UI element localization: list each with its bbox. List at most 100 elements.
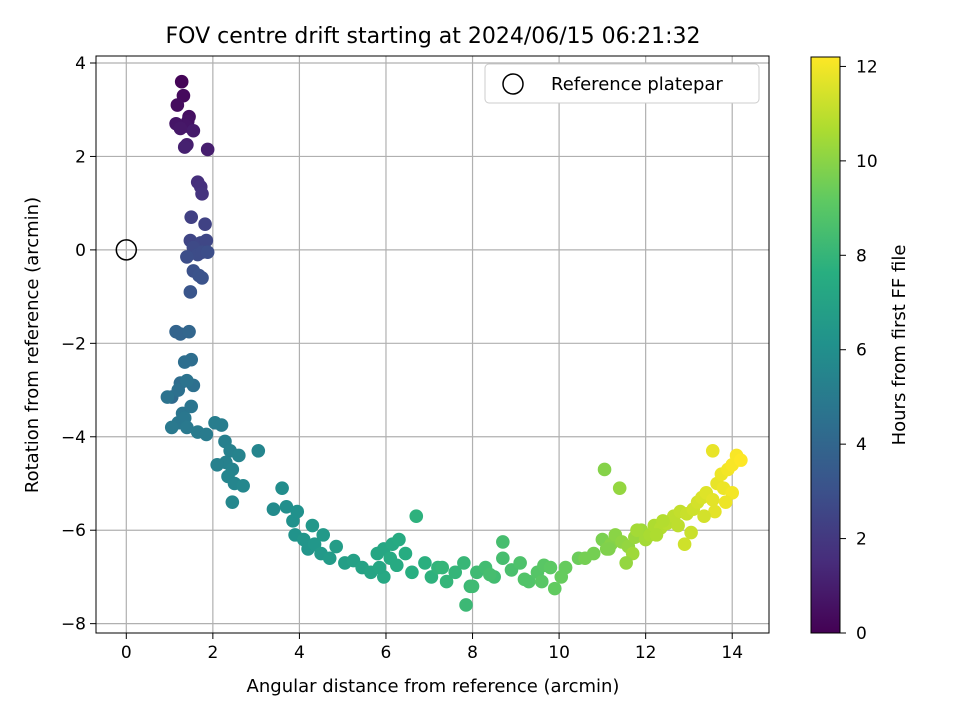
data-point	[279, 500, 294, 514]
x-tick-label: 14	[721, 643, 743, 663]
data-point	[199, 233, 214, 248]
legend-box	[484, 63, 760, 104]
colorbar-tick-label: 10	[856, 152, 878, 172]
data-point	[619, 556, 633, 570]
data-point	[200, 245, 215, 260]
colorbar-tick-label: 4	[856, 435, 867, 455]
data-point	[459, 598, 473, 612]
y-tick-label: −2	[61, 334, 86, 354]
legend: Reference platepar	[484, 63, 760, 104]
colorbar-ticks: 0 2 4 6 8 10 12	[840, 57, 878, 644]
x-tick-label: 2	[207, 643, 218, 663]
data-point	[496, 535, 510, 549]
data-point	[409, 509, 424, 523]
data-point	[184, 399, 199, 414]
data-point	[372, 560, 387, 575]
x-tick-label: 8	[467, 643, 478, 663]
data-point	[612, 481, 627, 495]
data-point	[496, 551, 510, 566]
y-tick-label: −4	[61, 428, 86, 448]
data-point	[210, 458, 224, 472]
data-point	[543, 560, 558, 575]
data-point	[180, 420, 194, 435]
data-point	[198, 217, 212, 231]
data-point	[183, 285, 198, 299]
data-point	[195, 187, 209, 201]
data-point	[164, 420, 179, 435]
data-point	[705, 443, 720, 458]
data-point	[465, 579, 480, 594]
grid-lines	[96, 56, 769, 633]
data-point	[275, 481, 289, 495]
colorbar	[810, 56, 841, 634]
data-point	[195, 271, 209, 285]
reference-platepar-marker	[115, 239, 138, 261]
y-tick-label: 4	[75, 54, 86, 74]
data-point	[177, 355, 192, 369]
y-axis-ticks: −8 −6 −4 −2 0 2 4	[61, 54, 96, 635]
y-tick-label: −6	[61, 521, 86, 541]
data-point	[180, 373, 194, 388]
data-point	[236, 479, 250, 493]
data-point	[177, 140, 192, 154]
data-point	[547, 581, 562, 596]
x-tick-label: 0	[121, 643, 132, 663]
chart-title: FOV centre drift starting at 2024/06/15 …	[166, 24, 701, 49]
data-point	[322, 551, 337, 566]
legend-marker-icon	[502, 73, 524, 95]
data-point	[697, 509, 711, 523]
data-point	[398, 546, 413, 561]
data-points	[160, 74, 748, 612]
data-point	[705, 493, 720, 507]
legend-entry-reference-platepar: Reference platepar	[551, 74, 723, 95]
y-axis-label: Rotation from reference (arcmin)	[22, 197, 43, 493]
data-point	[389, 558, 404, 573]
data-point	[677, 537, 692, 552]
data-point	[554, 570, 569, 584]
data-point	[656, 514, 670, 528]
data-point	[214, 418, 229, 432]
colorbar-label: Hours from first FF file	[889, 245, 910, 446]
data-point	[305, 518, 320, 533]
data-point	[457, 556, 471, 570]
data-point	[200, 142, 215, 157]
data-point	[597, 462, 612, 477]
data-point	[578, 551, 592, 566]
x-tick-label: 4	[294, 643, 305, 663]
x-tick-label: 10	[548, 643, 570, 663]
data-point	[290, 504, 305, 519]
data-point	[184, 210, 199, 224]
data-point	[448, 565, 463, 580]
data-point	[251, 443, 266, 458]
data-point	[329, 539, 344, 554]
data-point	[671, 518, 685, 533]
data-point	[718, 495, 733, 509]
x-axis-label: Angular distance from reference (arcmin)	[247, 676, 620, 697]
data-point	[649, 528, 664, 542]
data-point	[232, 448, 246, 463]
data-point	[392, 532, 406, 547]
data-point	[180, 250, 194, 264]
data-point	[439, 574, 454, 589]
y-tick-label: −8	[61, 615, 86, 635]
colorbar-tick-label: 6	[856, 341, 867, 361]
colorbar-tick-label: 12	[856, 57, 878, 77]
data-point	[171, 383, 186, 397]
x-axis-ticks: 0 2 4 6 8 10 12 14	[121, 633, 743, 663]
data-point	[684, 525, 698, 540]
data-point	[174, 74, 189, 89]
data-point	[630, 523, 644, 538]
data-point	[435, 560, 450, 575]
data-point	[534, 574, 549, 589]
data-point	[160, 390, 175, 404]
data-point	[405, 565, 419, 580]
data-point	[225, 495, 240, 509]
data-point	[483, 567, 497, 582]
colorbar-tick-label: 2	[856, 530, 867, 550]
colorbar-tick-label: 0	[856, 624, 867, 644]
colorbar-tick-label: 8	[856, 246, 867, 266]
data-point	[734, 453, 748, 467]
x-tick-label: 6	[381, 643, 392, 663]
data-point	[316, 528, 331, 542]
